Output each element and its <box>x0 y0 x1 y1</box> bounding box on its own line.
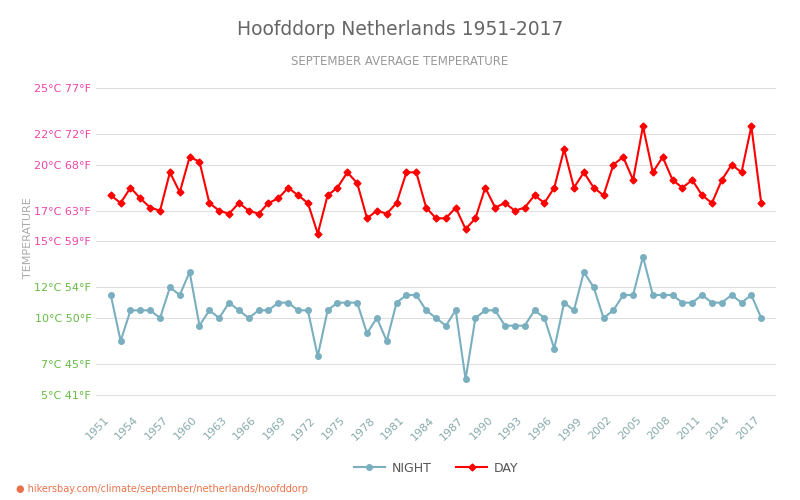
DAY <box>185 154 194 160</box>
Legend: NIGHT, DAY: NIGHT, DAY <box>349 456 523 479</box>
DAY <box>313 230 322 236</box>
NIGHT <box>638 254 648 260</box>
DAY <box>382 210 391 216</box>
DAY <box>411 170 421 175</box>
Line: NIGHT: NIGHT <box>108 254 764 382</box>
NIGHT <box>609 308 618 314</box>
NIGHT <box>717 300 726 306</box>
DAY <box>155 208 165 214</box>
NIGHT <box>185 269 194 275</box>
NIGHT <box>155 315 165 321</box>
Text: Hoofddorp Netherlands 1951-2017: Hoofddorp Netherlands 1951-2017 <box>237 20 563 39</box>
NIGHT <box>757 315 766 321</box>
DAY <box>717 177 726 183</box>
DAY <box>757 200 766 206</box>
DAY <box>106 192 115 198</box>
NIGHT <box>461 376 470 382</box>
Text: SEPTEMBER AVERAGE TEMPERATURE: SEPTEMBER AVERAGE TEMPERATURE <box>291 55 509 68</box>
Text: ● hikersbay.com/climate/september/netherlands/hoofddorp: ● hikersbay.com/climate/september/nether… <box>16 484 308 494</box>
Line: DAY: DAY <box>108 124 764 236</box>
NIGHT <box>402 292 411 298</box>
DAY <box>609 162 618 168</box>
Y-axis label: TEMPERATURE: TEMPERATURE <box>23 197 34 278</box>
DAY <box>638 124 648 130</box>
NIGHT <box>372 315 382 321</box>
NIGHT <box>106 292 115 298</box>
